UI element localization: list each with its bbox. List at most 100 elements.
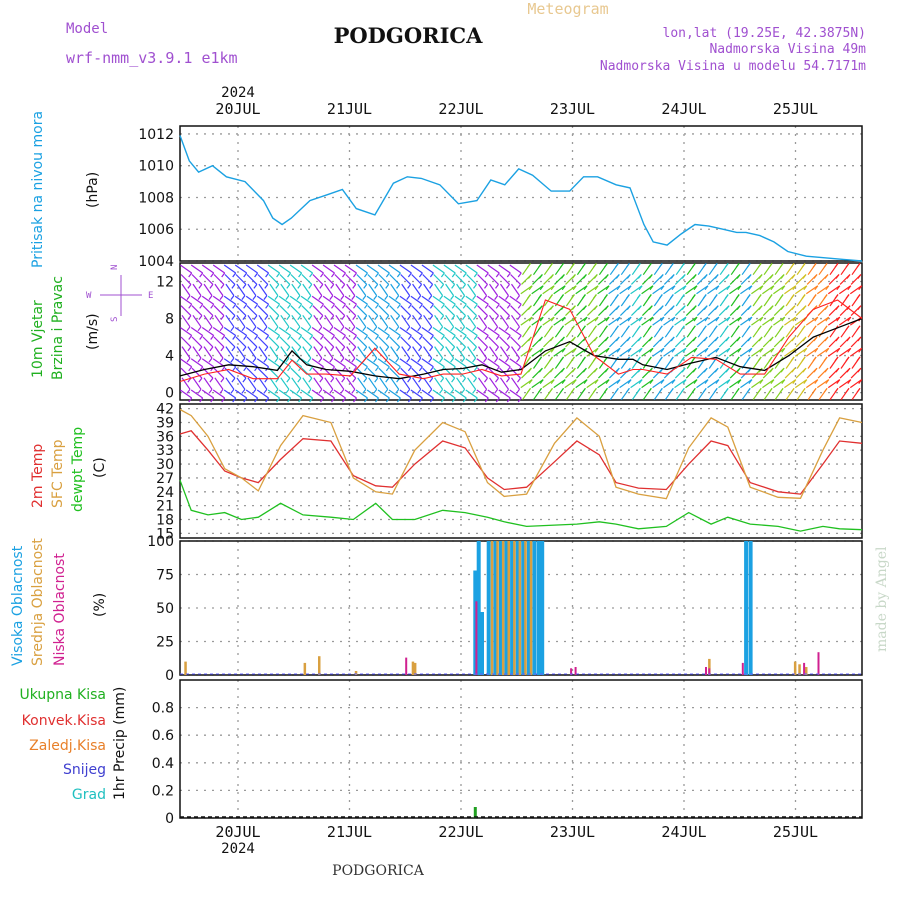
wind-barb-tick	[429, 335, 434, 340]
wind-barb-tick	[329, 388, 334, 394]
wind-barb	[289, 295, 302, 305]
wind-barb-tick	[516, 326, 520, 332]
wind-barb-tick	[439, 295, 444, 300]
svg-text:E: E	[148, 291, 153, 301]
wind-barb-tick	[364, 366, 368, 372]
wind-barb-tick	[527, 262, 531, 268]
wind-barb-tick	[232, 397, 237, 403]
wind-barb-tick	[353, 272, 357, 278]
wind-barb-tick	[803, 379, 808, 384]
wind-barb-tick	[724, 356, 729, 362]
wind-barb-tick	[308, 284, 313, 289]
wind-barb-tick	[616, 379, 621, 384]
wind-barb-tick	[375, 303, 379, 309]
wind-barb-tick	[581, 356, 586, 362]
wind-barb	[279, 305, 291, 317]
wind-barb-tick	[636, 356, 641, 362]
wind-barb-tick	[847, 316, 852, 322]
wind-barb-tick	[780, 367, 785, 373]
wind-barb-tick	[614, 325, 619, 331]
wind-barb	[445, 283, 455, 296]
wind-barb-tick	[429, 284, 434, 289]
wind-barb-tick	[396, 366, 401, 372]
wind-barb-tick	[396, 346, 401, 352]
wind-barb-tick	[660, 316, 665, 322]
wind-barb	[300, 295, 313, 305]
wind-barb	[245, 389, 258, 399]
wind-barb	[300, 389, 313, 399]
wind-barb	[379, 377, 389, 390]
wind-barb-tick	[440, 377, 445, 383]
chart-title: PODGORICA	[334, 23, 484, 48]
wind-barb	[509, 264, 522, 274]
wind-barb-tick	[648, 305, 653, 311]
wind-barb	[794, 285, 808, 295]
wind-barb	[531, 316, 544, 326]
wind-barb-tick	[845, 262, 850, 268]
wind-barb	[180, 305, 192, 317]
wind-barb	[388, 358, 401, 368]
wind-barb	[410, 295, 423, 305]
wind-barb	[630, 285, 643, 295]
wind-barb-tick	[845, 294, 850, 299]
wind-barb-tick	[735, 262, 740, 268]
wind-barb	[366, 389, 379, 399]
cloud-bar-low	[705, 667, 707, 675]
wind-barb-tick	[615, 367, 620, 373]
wind-barb	[224, 274, 236, 285]
wind-barb	[366, 358, 379, 368]
wind-barb	[278, 358, 291, 368]
wind-barb-tick	[517, 272, 522, 278]
wind-barb-tick	[296, 295, 301, 300]
wind-barb	[520, 316, 533, 326]
wind-barb	[278, 264, 291, 274]
wind-barb-tick	[243, 335, 248, 340]
wind-barb	[366, 327, 379, 336]
meteogram-panels: 1004100610081010101204812151821242730333…	[138, 125, 863, 827]
wind-barb-tick	[287, 272, 292, 278]
wind-barb-tick	[462, 315, 466, 320]
wind-barb-tick	[856, 262, 861, 268]
wind-barb	[289, 327, 302, 336]
wind-barb-tick	[846, 274, 851, 279]
wind-barb-tick	[241, 388, 246, 394]
wind-barb	[192, 377, 202, 390]
wind-barb-tick	[451, 377, 456, 383]
wind-barb-tick	[484, 346, 488, 352]
ytick-label: 24	[156, 485, 174, 501]
wind-barb-tick	[769, 274, 774, 279]
wind-barb-tick	[484, 377, 488, 383]
wind-barb	[213, 336, 225, 348]
wind-barb-tick	[834, 387, 839, 393]
wind-barb-tick	[714, 336, 719, 342]
wind-barb	[434, 346, 444, 359]
wind-barb-tick	[340, 357, 345, 363]
wind-barb-tick	[263, 295, 268, 300]
wind-barb-tick	[692, 305, 697, 311]
cloud-bar-mid	[529, 541, 533, 675]
cloud-bar-mid	[708, 658, 711, 675]
wind-barb	[674, 285, 687, 295]
top-day-labels: 20JUL 21JUL 22JUL 23JUL 24JUL 25JUL	[215, 100, 818, 118]
legend-total-rain: Ukupna Kisa	[19, 687, 106, 703]
wind-barb-tick	[835, 367, 840, 373]
wind-barb-tick	[287, 303, 292, 309]
wind-barb	[838, 316, 852, 326]
wind-barb	[344, 389, 357, 399]
wind-barb-tick	[834, 294, 839, 299]
wind-barb	[301, 336, 313, 348]
wind-barb	[466, 367, 477, 379]
wind-barb-tick	[835, 274, 840, 279]
wind-barb	[367, 336, 379, 348]
wind-barb	[619, 347, 632, 357]
wind-barb-tick	[593, 274, 598, 279]
wind-barb	[401, 377, 411, 390]
wind-barb	[411, 336, 423, 348]
wind-barb-tick	[428, 326, 433, 332]
wind-barb	[223, 389, 237, 399]
wind-barb	[291, 283, 301, 296]
wind-barb	[685, 285, 698, 295]
wind-barb-tick	[594, 285, 599, 291]
wind-barb-tick	[375, 366, 379, 372]
wind-barb-tick	[364, 272, 368, 278]
